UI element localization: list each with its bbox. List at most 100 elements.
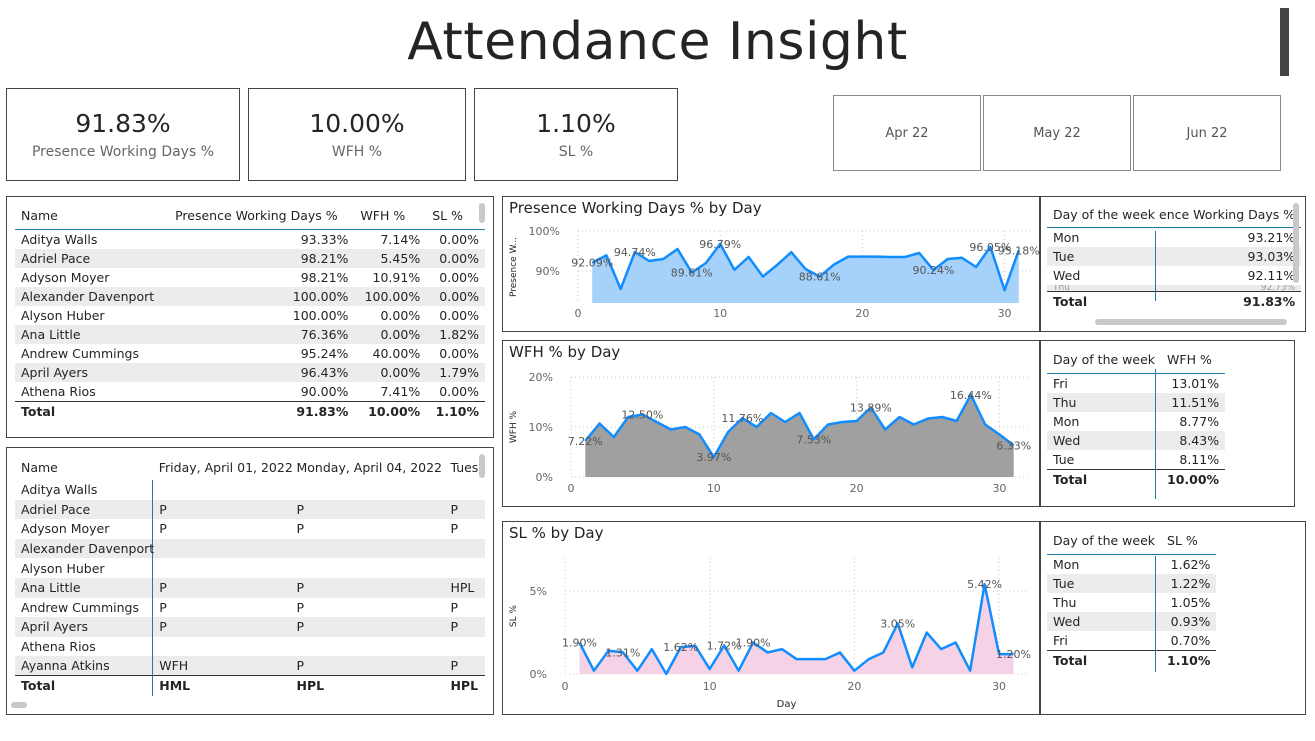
wfh-card[interactable]: 10.00% WFH % — [248, 88, 466, 181]
table-row[interactable]: Adyson Moyer 98.21% 10.91% 0.00% — [15, 268, 485, 287]
table-row[interactable]: Mon 1.62% — [1047, 554, 1216, 574]
daily-col-2-header[interactable]: Monday, April 04, 2022 — [296, 459, 443, 475]
table-row[interactable]: Alyson Huber 100.00% 0.00% 0.00% — [15, 306, 485, 325]
table-row[interactable]: Adriel Pace 98.21% 5.45% 0.00% — [15, 248, 485, 268]
table-row[interactable]: Tue 1.22% — [1047, 573, 1217, 593]
table-row[interactable]: Andrew Cummings P P P — [15, 597, 485, 618]
cell-value: 90.00% — [300, 383, 349, 399]
wfh-chart[interactable]: 0% 10% 20% 0 10 20 30 WFH % 7.22% 12.50% 3.97% 11.7… — [503, 341, 1039, 506]
row-label: Fri — [1053, 375, 1068, 391]
cell-value: 93.33% — [300, 231, 349, 247]
total-value: 10.00% — [1161, 468, 1226, 489]
table-row[interactable]: Ana Little P P HPL — [15, 577, 485, 598]
col-name-header[interactable]: Name — [21, 208, 58, 224]
table-row[interactable]: Mon 93.21% — [1047, 227, 1301, 247]
table-row[interactable]: Fri 13.01% — [1047, 373, 1225, 393]
table-row[interactable]: Alexander Davenport 100.00% 100.00% 0.00% — [15, 286, 485, 306]
wfh-card-value: 10.00% — [309, 109, 405, 138]
cell-value: 0.70% — [1170, 632, 1211, 648]
presence-dow-table: Day of the week ence Working Days % Mon 9… — [1047, 203, 1302, 311]
decorative-bar — [1280, 8, 1289, 76]
presence-dow-col-value-header[interactable]: ence Working Days % — [1159, 207, 1296, 223]
table-row[interactable]: Mon 8.77% — [1047, 412, 1225, 431]
table-row[interactable]: Adriel Pace P P P — [15, 499, 485, 520]
daily-col-1-header[interactable]: Friday, April 01, 2022 — [158, 459, 293, 475]
total-value: HML — [152, 675, 291, 696]
total-value: HPL — [290, 675, 445, 696]
table-row[interactable]: Wed 0.93% — [1047, 611, 1217, 631]
y-tick-label: 100% — [529, 225, 560, 238]
sl-dow-col-value-header[interactable]: SL % — [1167, 533, 1198, 549]
cell-value: 5.45% — [354, 248, 427, 268]
cell-value: 1.82% — [426, 324, 485, 344]
data-label: 1.90% — [736, 637, 771, 650]
table-row[interactable]: Fri 0.70% — [1047, 631, 1216, 651]
table-row[interactable]: Ana Little 76.36% 0.00% 1.82% — [15, 324, 485, 344]
table-row[interactable]: Wed 8.43% — [1047, 430, 1226, 450]
table-row[interactable]: Aditya Walls — [15, 480, 485, 500]
total-label: Total — [15, 675, 154, 696]
table-row[interactable]: Ayanna Atkins WFH P P — [15, 656, 485, 676]
wfh-dow-col-day-header[interactable]: Day of the week — [1053, 352, 1156, 368]
table-row[interactable]: Alyson Huber — [15, 558, 485, 578]
table-row[interactable]: Alexander Davenport — [15, 538, 485, 559]
sl-card[interactable]: 1.10% SL % — [474, 88, 678, 181]
table-row[interactable]: Wed 92.11% — [1047, 266, 1301, 285]
table-row[interactable]: Athena Rios — [15, 636, 485, 657]
table-row[interactable]: April Ayers P P P — [15, 617, 485, 637]
cell-value: 0.00% — [439, 345, 479, 361]
x-tick-label: 0 — [568, 482, 575, 495]
table-row[interactable]: Adyson Moyer P P P — [15, 519, 485, 539]
month-slicer-may[interactable]: May 22 — [983, 95, 1131, 171]
row-label: Aditya Walls — [21, 231, 98, 247]
cell-value: 0.93% — [1161, 611, 1217, 631]
cell-value: 0.00% — [439, 269, 479, 285]
y-tick-label: 5% — [530, 585, 547, 598]
cell-value: P — [296, 521, 305, 537]
table-row[interactable]: Thu 11.51% — [1047, 392, 1226, 412]
presence-dow-col-day-header[interactable]: Day of the week — [1053, 207, 1156, 223]
row-label: Mon — [1053, 229, 1080, 245]
row-label: Ayanna Atkins — [15, 656, 154, 676]
data-label: 90.24% — [912, 264, 954, 277]
daily-table: Name Friday, April 01, 2022 Monday, Apri… — [15, 454, 485, 696]
table-row[interactable]: Athena Rios 90.00% 7.41% 0.00% — [15, 382, 485, 402]
total-label: Total — [1047, 290, 1158, 311]
presence-chart[interactable]: 90% 100% 0 10 20 30 Presence W... 92.09%94.74% 8… — [503, 197, 1039, 331]
month-slicer-apr[interactable]: Apr 22 — [833, 95, 981, 171]
col-presence-header[interactable]: Presence Working Days % — [175, 208, 338, 224]
data-label: 96.79% — [699, 238, 741, 251]
daily-col-3-header[interactable]: Tuesd — [450, 459, 485, 475]
table-row[interactable]: Andrew Cummings 95.24% 40.00% 0.00% — [15, 344, 485, 363]
col-sl-header[interactable]: SL % — [432, 208, 463, 224]
table-row[interactable]: Tue 93.03% — [1047, 246, 1302, 266]
presence-card[interactable]: 91.83% Presence Working Days % — [6, 88, 240, 181]
data-label: 96.05% — [969, 241, 1011, 254]
wfh-dow-col-value-header[interactable]: WFH % — [1167, 352, 1212, 368]
daily-scrollbar[interactable] — [479, 454, 485, 478]
presence-dow-hscrollbar[interactable] — [1095, 319, 1287, 325]
row-label: Adyson Moyer — [21, 269, 110, 285]
table-row[interactable]: Aditya Walls 93.33% 7.14% 0.00% — [15, 229, 485, 249]
row-label: Alexander Davenport — [15, 286, 170, 306]
total-value: 91.83% — [1157, 290, 1302, 311]
presence-dow-scrollbar[interactable] — [1293, 203, 1299, 283]
wfh-card-label: WFH % — [331, 144, 383, 160]
sl-card-value: 1.10% — [536, 109, 616, 138]
row-label: Thu — [1047, 392, 1162, 412]
col-wfh-header[interactable]: WFH % — [360, 208, 406, 224]
table-row[interactable]: April Ayers 96.43% 0.00% 1.79% — [15, 362, 485, 382]
table-row[interactable]: Thu 1.05% — [1047, 593, 1216, 612]
cell-value: 40.00% — [372, 345, 421, 361]
y-axis-label: WFH % — [509, 410, 519, 443]
month-slicer-jun[interactable]: Jun 22 — [1133, 95, 1281, 171]
presence-chart-title: Presence Working Days % by Day — [509, 199, 762, 217]
table-row[interactable]: Tue 8.11% — [1047, 450, 1225, 470]
sl-dow-col-day-header[interactable]: Day of the week — [1053, 533, 1156, 549]
summary-scrollbar[interactable] — [479, 203, 485, 223]
daily-hscrollbar[interactable] — [11, 702, 27, 708]
daily-col-name-header[interactable]: Name — [21, 459, 58, 475]
row-label: Wed — [1053, 267, 1081, 283]
table-row[interactable]: Thu 92.73% — [1047, 284, 1302, 291]
